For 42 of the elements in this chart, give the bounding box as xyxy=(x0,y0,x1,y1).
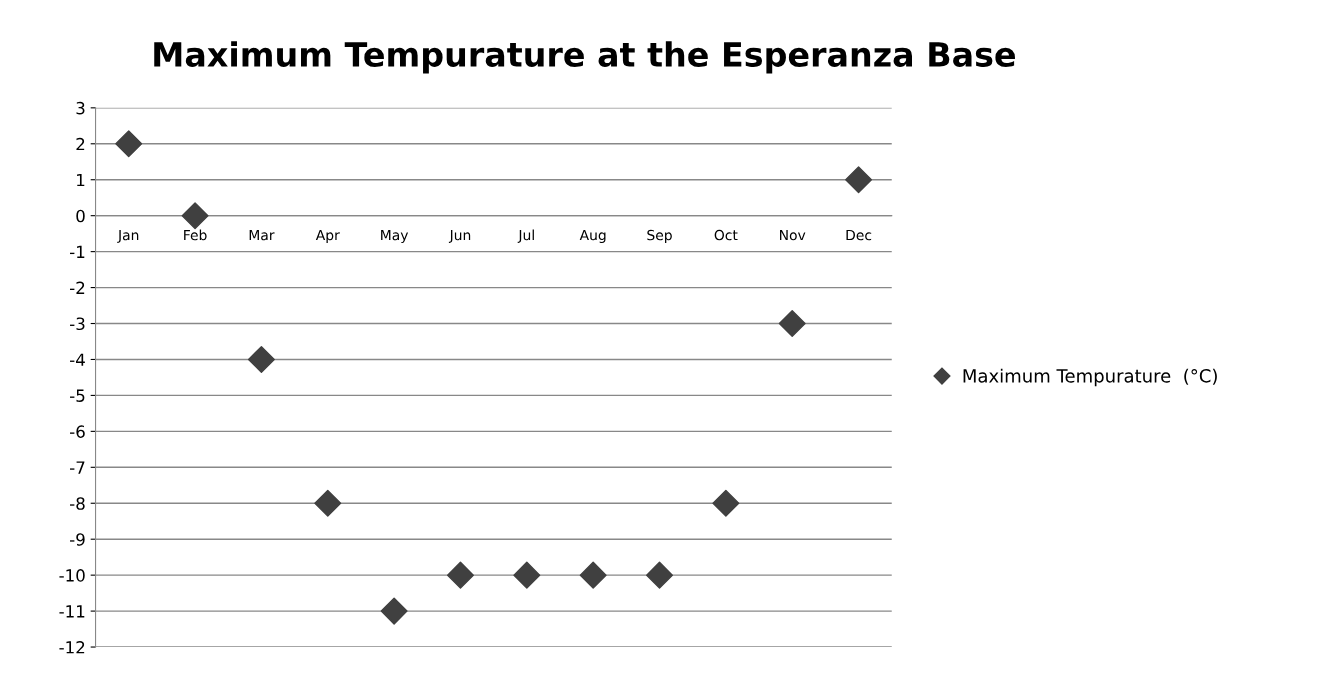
x-tick-label: Nov xyxy=(780,230,806,241)
x-tick-label: May xyxy=(381,230,409,244)
y-tick-label: 3 xyxy=(76,101,85,115)
x-tick-label: Jan xyxy=(117,230,139,243)
point xyxy=(181,202,209,230)
x-tick-label: Apr xyxy=(315,230,340,244)
y-tick-label: 1 xyxy=(77,173,85,187)
y-tick-label: -11 xyxy=(59,605,85,618)
point xyxy=(845,166,873,194)
y-tick-label: -6 xyxy=(70,425,85,438)
x-tick-label: Jun xyxy=(448,230,471,243)
chart-title: Maximum Tempurature at the Esperanza Base xyxy=(154,41,1015,74)
y-tick-label: -1 xyxy=(70,245,85,258)
x-tick-label: Jul xyxy=(517,229,534,243)
point xyxy=(247,345,275,373)
y-tick-label: -10 xyxy=(59,569,85,582)
x-tick-label: Oct xyxy=(714,229,738,241)
y-tick-label: -9 xyxy=(70,533,85,546)
point xyxy=(579,561,607,589)
point xyxy=(646,561,674,589)
y-tick-label: -3 xyxy=(70,317,85,331)
y-tick-label: -7 xyxy=(70,461,85,474)
point xyxy=(778,310,806,338)
y-tick-label: -12 xyxy=(59,641,85,654)
point xyxy=(446,561,474,589)
y-tick-label: 2 xyxy=(76,137,85,151)
point xyxy=(513,561,541,589)
y-tick-label: -8 xyxy=(70,497,85,510)
y-tick-label: -5 xyxy=(70,389,85,402)
point xyxy=(380,597,408,625)
x-tick-label: Sep xyxy=(647,229,672,244)
point xyxy=(115,130,143,158)
x-tick-label: Feb xyxy=(184,229,207,241)
point xyxy=(712,489,740,517)
x-tick-label: Mar xyxy=(249,230,275,241)
legend-label: Maximum Tempurature (°C) xyxy=(963,368,1217,387)
x-tick-label: Dec xyxy=(846,230,872,241)
y-tick-label: 0 xyxy=(76,209,85,223)
point xyxy=(314,489,342,517)
x-tick-label: Aug xyxy=(579,230,606,244)
y-tick-label: -4 xyxy=(70,353,85,366)
y-tick-label: -2 xyxy=(70,281,85,294)
